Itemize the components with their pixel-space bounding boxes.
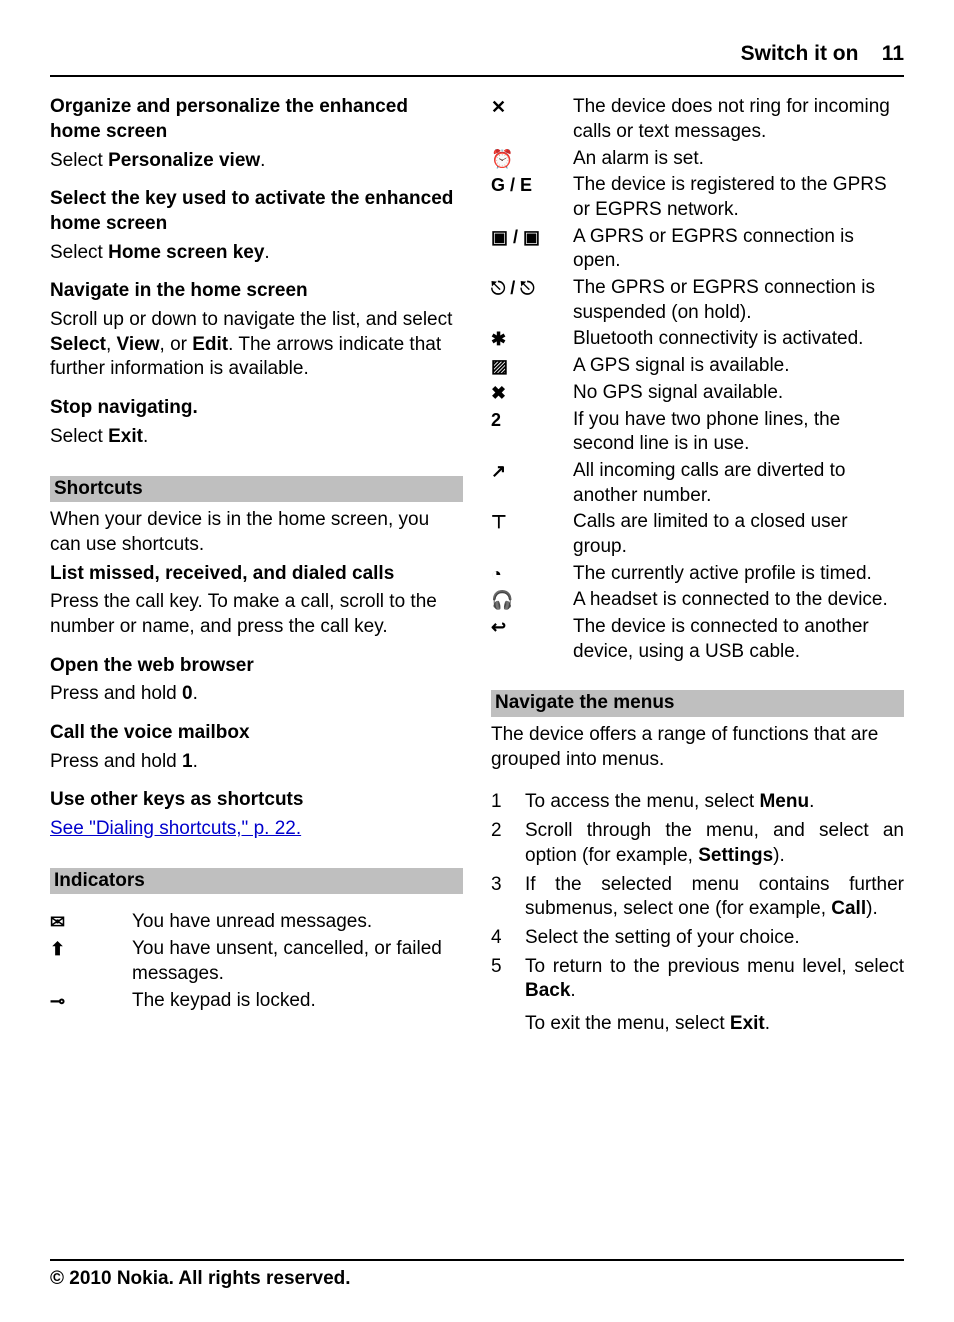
indicator-desc: No GPS signal available. (573, 381, 904, 406)
nav-step: 2Scroll through the menu, and select an … (491, 819, 904, 868)
nav-step-body: If the selected menu contains further su… (525, 873, 904, 922)
indicator-desc: Bluetooth connectivity is activated. (573, 327, 904, 352)
indicator-row: ✉You have unread messages. (50, 910, 463, 935)
nav-step-number: 4 (491, 926, 525, 951)
nav-step: 4Select the setting of your choice. (491, 926, 904, 951)
shortcuts-heading: Shortcuts (50, 476, 463, 503)
section-body: Select Personalize view. (50, 149, 463, 174)
indicator-icon: ⊤ (491, 510, 573, 534)
header-title: Switch it on (741, 42, 859, 65)
indicator-desc: If you have two phone lines, the second … (573, 408, 904, 457)
indicator-desc: A headset is connected to the device. (573, 588, 904, 613)
indicator-row: ⬆You have unsent, cancelled, or failed m… (50, 937, 463, 986)
indicator-desc: Calls are limited to a closed user group… (573, 510, 904, 559)
shortcut-title: List missed, received, and dialed calls (50, 562, 463, 587)
footer-copyright: © 2010 Nokia. All rights reserved. (50, 1259, 904, 1292)
nav-intro: The device offers a range of functions t… (491, 723, 904, 772)
nav-step-body: Select the setting of your choice. (525, 926, 904, 951)
indicator-row: ✱Bluetooth connectivity is activated. (491, 327, 904, 352)
shortcuts-intro: When your device is in the home screen, … (50, 508, 463, 557)
indicator-row: ↩The device is connected to another devi… (491, 615, 904, 664)
indicator-desc: A GPRS or EGPRS connection is open. (573, 225, 904, 274)
indicator-desc: The device is registered to the GPRS or … (573, 173, 904, 222)
nav-step-extra: To exit the menu, select Exit. (525, 1012, 904, 1037)
indicator-icon: ⎋ / ⎋ (491, 276, 573, 300)
indicator-row: ◔The currently active profile is timed. (491, 562, 904, 587)
shortcut-title: Open the web browser (50, 654, 463, 679)
indicator-icon: ✖ (491, 381, 573, 405)
shortcut-body: Press and hold 0. (50, 682, 463, 707)
indicator-row: ✕The device does not ring for incoming c… (491, 95, 904, 144)
nav-step: 3If the selected menu contains further s… (491, 873, 904, 922)
indicator-desc: You have unsent, cancelled, or failed me… (132, 937, 463, 986)
indicator-row: ⊸The keypad is locked. (50, 989, 463, 1014)
nav-step: 5To return to the previous menu level, s… (491, 955, 904, 1037)
indicator-row: ▨A GPS signal is available. (491, 354, 904, 379)
shortcut-body: See "Dialing shortcuts," p. 22. (50, 817, 463, 842)
nav-step-body: Scroll through the menu, and select an o… (525, 819, 904, 868)
indicator-icon: ↩ (491, 615, 573, 639)
indicator-icon: 🎧 (491, 588, 573, 612)
shortcut-body: Press and hold 1. (50, 750, 463, 775)
indicator-row: 2If you have two phone lines, the second… (491, 408, 904, 457)
nav-step: 1To access the menu, select Menu. (491, 790, 904, 815)
indicator-icon: ⏰ (491, 147, 573, 171)
section-title: Select the key used to activate the enha… (50, 187, 463, 236)
indicator-desc: An alarm is set. (573, 147, 904, 172)
right-column: ✕The device does not ring for incoming c… (491, 95, 904, 1040)
shortcut-body: Press the call key. To make a call, scro… (50, 590, 463, 639)
left-column: Organize and personalize the enhanced ho… (50, 95, 463, 1040)
content-columns: Organize and personalize the enhanced ho… (50, 95, 904, 1040)
indicator-desc: A GPS signal is available. (573, 354, 904, 379)
indicator-desc: The keypad is locked. (132, 989, 463, 1014)
indicator-icon: ✉ (50, 910, 132, 934)
indicator-row: ⎋ / ⎋The GPRS or EGPRS connection is sus… (491, 276, 904, 325)
indicator-icon: ⊸ (50, 989, 132, 1013)
section-title: Navigate in the home screen (50, 279, 463, 304)
indicators-heading: Indicators (50, 868, 463, 895)
section-title: Organize and personalize the enhanced ho… (50, 95, 463, 144)
indicator-desc: The device does not ring for incoming ca… (573, 95, 904, 144)
section-body: Select Home screen key. (50, 241, 463, 266)
section-body: Select Exit. (50, 425, 463, 450)
nav-heading: Navigate the menus (491, 690, 904, 717)
nav-step-number: 5 (491, 955, 525, 980)
indicator-icon: ↗ (491, 459, 573, 483)
indicator-icon: 2 (491, 408, 573, 432)
section-body: Scroll up or down to navigate the list, … (50, 308, 463, 382)
indicator-row: ▣ / ▣A GPRS or EGPRS connection is open. (491, 225, 904, 274)
nav-step-number: 1 (491, 790, 525, 815)
nav-step-number: 3 (491, 873, 525, 898)
indicator-desc: All incoming calls are diverted to anoth… (573, 459, 904, 508)
indicator-icon: ✱ (491, 327, 573, 351)
indicator-icon: ✕ (491, 95, 573, 119)
nav-step-body: To access the menu, select Menu. (525, 790, 904, 815)
indicator-row: 🎧A headset is connected to the device. (491, 588, 904, 613)
indicator-desc: The device is connected to another devic… (573, 615, 904, 664)
shortcut-title: Call the voice mailbox (50, 721, 463, 746)
indicator-desc: You have unread messages. (132, 910, 463, 935)
indicator-icon: ⬆ (50, 937, 132, 961)
nav-step-number: 2 (491, 819, 525, 844)
indicator-row: G / EThe device is registered to the GPR… (491, 173, 904, 222)
indicator-icon: ◔ (491, 562, 573, 586)
nav-step-body: To return to the previous menu level, se… (525, 955, 904, 1037)
header-page: 11 (882, 42, 904, 65)
indicator-row: ✖No GPS signal available. (491, 381, 904, 406)
indicator-icon: G / E (491, 173, 573, 197)
indicator-desc: The currently active profile is timed. (573, 562, 904, 587)
indicator-row: ⏰An alarm is set. (491, 147, 904, 172)
page-header: Switch it on 11 (50, 40, 904, 77)
indicator-icon: ▨ (491, 354, 573, 378)
indicator-row: ↗All incoming calls are diverted to anot… (491, 459, 904, 508)
indicator-icon: ▣ / ▣ (491, 225, 573, 249)
section-title: Stop navigating. (50, 396, 463, 421)
shortcut-title: Use other keys as shortcuts (50, 788, 463, 813)
indicator-row: ⊤Calls are limited to a closed user grou… (491, 510, 904, 559)
indicator-desc: The GPRS or EGPRS connection is suspende… (573, 276, 904, 325)
